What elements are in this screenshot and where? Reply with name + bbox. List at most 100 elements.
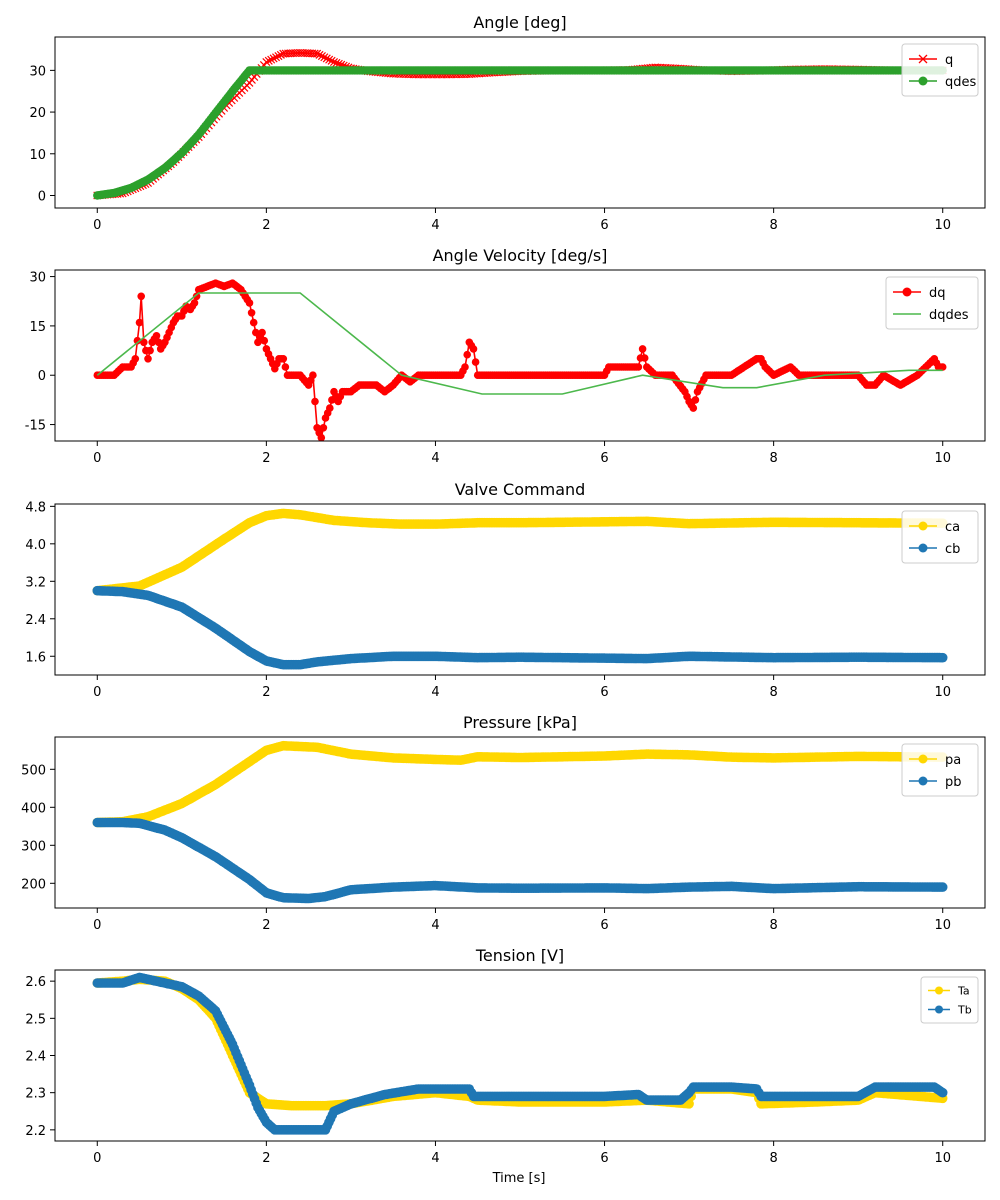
- x-tick-label: 0: [93, 218, 101, 233]
- x-tick-label: 10: [934, 1151, 951, 1166]
- data-point: [262, 58, 271, 67]
- x-tick-label: 4: [431, 451, 439, 466]
- chart-title: Angle Velocity [deg/s]: [433, 246, 608, 265]
- legend-box: [920, 976, 979, 1024]
- data-point: [634, 363, 643, 371]
- data-point: [313, 49, 322, 58]
- axes-frame: [54, 736, 986, 909]
- y-tick-label: 3.2: [25, 575, 46, 590]
- legend-label: dqdes: [929, 308, 969, 323]
- legend-label: pb: [945, 775, 962, 790]
- y-tick-label: 2.6: [25, 975, 46, 990]
- y-tick-label: -15: [25, 419, 46, 434]
- data-point: [327, 56, 336, 65]
- data-point: [640, 354, 649, 362]
- data-point: [269, 54, 278, 63]
- legend: Ta Tb: [920, 976, 979, 1024]
- legend-marker: [918, 543, 928, 553]
- legend-label: q: [945, 53, 953, 68]
- legend: q qdes: [901, 43, 979, 97]
- data-point: [691, 396, 700, 404]
- data-point: [267, 55, 276, 64]
- x-tick-label: 2: [262, 1151, 270, 1166]
- y-tick-label: 20: [29, 106, 46, 121]
- x-tick-label: 2: [262, 451, 270, 466]
- y-tick-label: 30: [29, 271, 46, 286]
- data-point: [334, 59, 343, 68]
- legend-label: cb: [945, 542, 960, 557]
- x-tick-label: 4: [431, 918, 439, 933]
- x-tick-label: 6: [600, 918, 608, 933]
- legend-marker: [935, 986, 943, 995]
- x-tick-label: 4: [431, 1151, 439, 1166]
- x-tick-label: 10: [934, 918, 951, 933]
- data-point: [258, 328, 266, 337]
- chart-title: Valve Command: [455, 480, 586, 499]
- data-point: [133, 336, 142, 345]
- legend-marker: [918, 76, 928, 86]
- data-point: [249, 318, 258, 327]
- data-point: [144, 355, 152, 363]
- data-point: [320, 53, 329, 62]
- y-tick-label: 1.6: [25, 650, 46, 665]
- axes-frame: [54, 36, 986, 209]
- data-point: [937, 652, 948, 663]
- axes-frame: [54, 269, 986, 442]
- y-tick-label: 2.5: [25, 1012, 46, 1027]
- legend-box: [901, 743, 979, 797]
- data-point: [332, 58, 341, 67]
- data-point: [469, 345, 478, 353]
- legend-label: Tb: [957, 1004, 972, 1017]
- axes-frame: [54, 503, 986, 676]
- legend-marker: [918, 776, 928, 786]
- x-tick-label: 2: [262, 685, 270, 700]
- data-point: [279, 355, 288, 363]
- series-pb: [92, 817, 948, 904]
- chart-panel-2: Valve Command 0 2 4 6 8 10 1.6 2.4 3.2 4.0 4.8 ca cb: [25, 480, 986, 700]
- legend-marker: [902, 287, 912, 297]
- data-point: [937, 882, 948, 892]
- x-tick-label: 0: [93, 1151, 101, 1166]
- data-point: [247, 309, 256, 317]
- chart-title: Tension [V]: [475, 946, 564, 965]
- data-point: [315, 50, 324, 59]
- legend-label: pa: [945, 753, 961, 768]
- x-tick-label: 8: [769, 1151, 777, 1166]
- x-tick-label: 6: [600, 451, 608, 466]
- x-tick-label: 4: [431, 218, 439, 233]
- data-point: [152, 332, 161, 340]
- series-pa: [92, 740, 948, 828]
- series-dq: [93, 279, 947, 441]
- legend-label: dq: [929, 286, 946, 301]
- chart-panel-0: Angle [deg] 0 2 4 6 8 10 0 10 20 30 q qdes: [29, 13, 986, 233]
- x-tick-label: 10: [934, 218, 951, 233]
- legend-box: [901, 510, 979, 564]
- data-point: [329, 58, 339, 67]
- series-Ta: [92, 974, 948, 1111]
- x-tick-label: 0: [93, 451, 101, 466]
- y-tick-label: 2.4: [25, 1050, 46, 1065]
- x-axis-label: Time [s]: [492, 1171, 546, 1186]
- data-point: [131, 355, 140, 363]
- data-point: [938, 363, 947, 371]
- data-point: [463, 350, 472, 359]
- legend-label: ca: [945, 520, 960, 535]
- data-point: [192, 292, 201, 301]
- y-tick-label: 15: [29, 320, 46, 335]
- chart-title: Pressure [kPa]: [463, 713, 577, 732]
- x-tick-label: 8: [769, 218, 777, 233]
- y-tick-label: 2.2: [25, 1124, 46, 1139]
- data-point: [317, 52, 326, 61]
- series-qdes: [93, 66, 947, 200]
- x-tick-label: 2: [262, 218, 270, 233]
- data-point: [325, 55, 334, 64]
- data-point: [264, 56, 273, 65]
- series-line: [97, 976, 944, 1131]
- legend-label: Ta: [957, 985, 970, 998]
- data-point: [322, 54, 331, 63]
- chart-title: Angle [deg]: [473, 13, 566, 32]
- data-point: [317, 433, 326, 441]
- y-tick-label: 30: [29, 64, 46, 79]
- data-point: [309, 371, 317, 380]
